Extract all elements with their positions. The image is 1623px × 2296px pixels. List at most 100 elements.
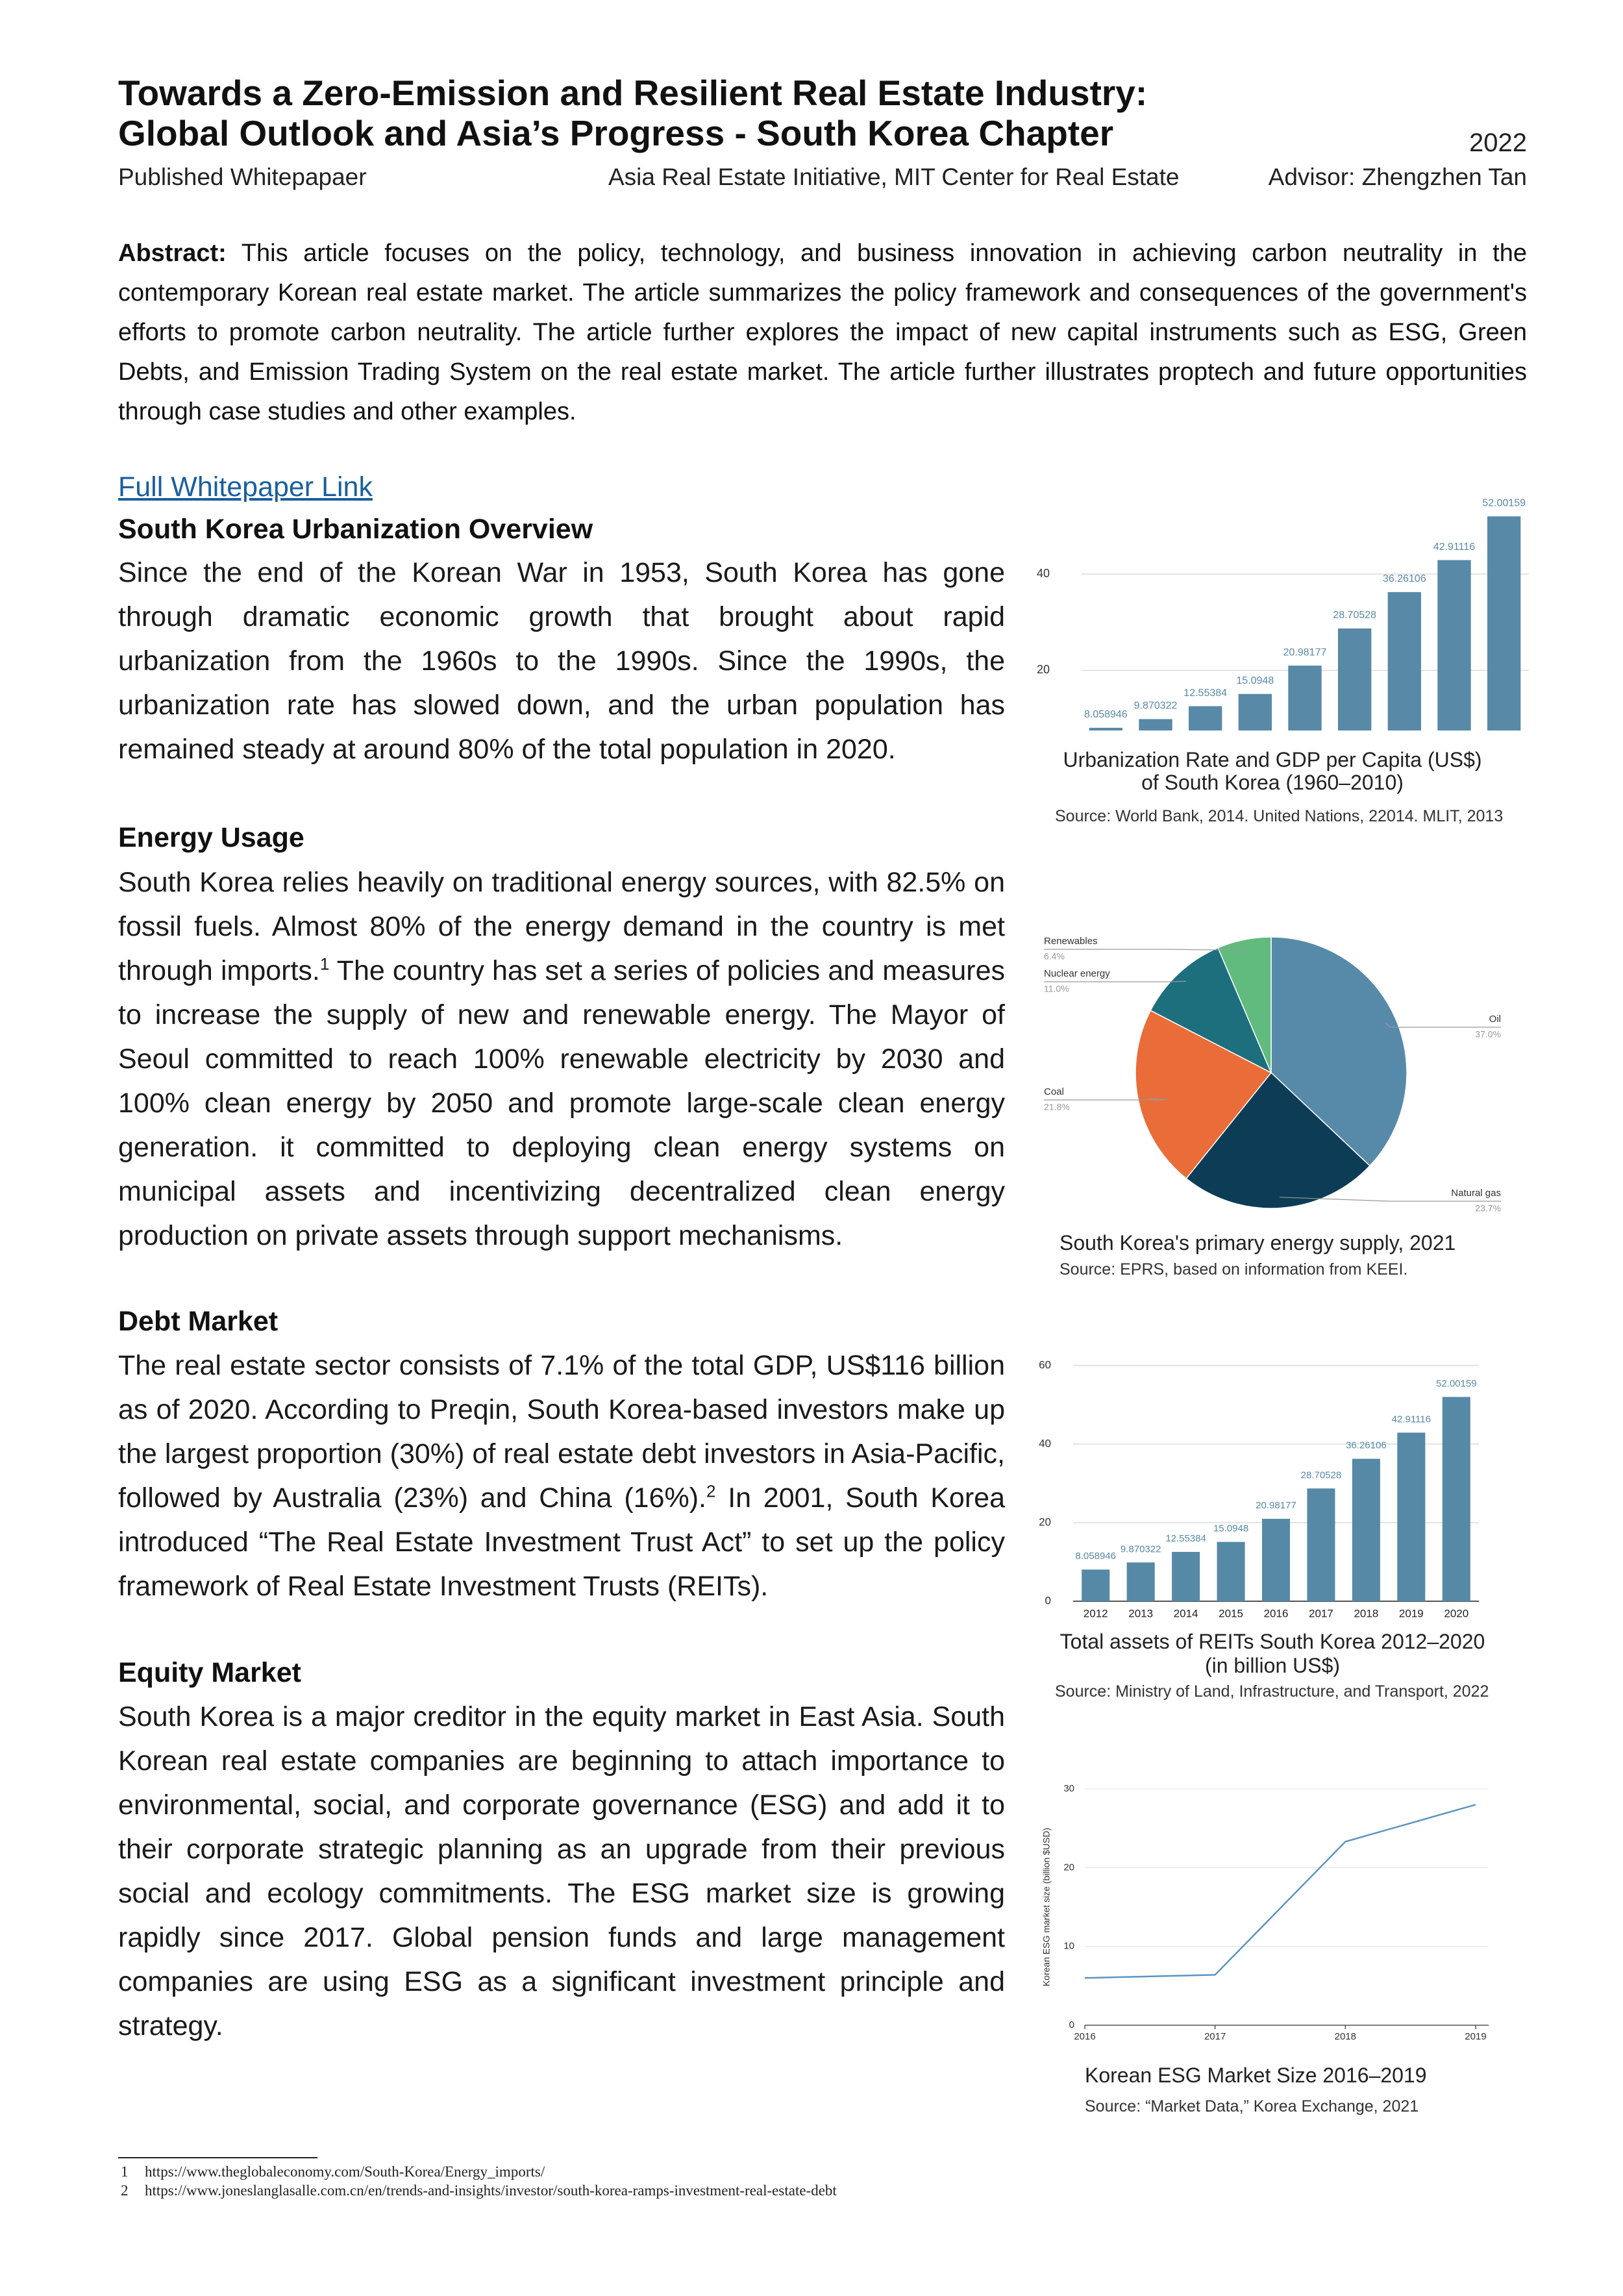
slice-label: Coal: [1044, 1086, 1064, 1097]
data-label: 20.98177: [1283, 647, 1327, 658]
y-tick-label: 60: [1039, 1358, 1051, 1371]
section-body: The real estate sector consists of 7.1% …: [118, 1343, 1005, 1608]
slice-value: 6.4%: [1044, 951, 1065, 962]
chart-title: of South Korea (1960–2010): [1141, 771, 1404, 794]
chart-title: Total assets of REITs South Korea 2012–2…: [1059, 1630, 1485, 1653]
data-label: 36.26106: [1383, 573, 1426, 584]
data-label: 20.98177: [1256, 1500, 1296, 1511]
slice-value: 11.0%: [1044, 984, 1069, 994]
footnote-url: https://www.joneslanglasalle.com.cn/en/t…: [145, 2182, 837, 2199]
data-label: 12.55384: [1165, 1533, 1206, 1544]
abstract: Abstract: This article focuses on the po…: [118, 234, 1527, 432]
chart: 0 10 20 30 2016 2017 2018 2019 Korean ESG market…: [1041, 1783, 1489, 2042]
data-label: 42.91116: [1433, 542, 1475, 553]
bar: [1337, 628, 1372, 730]
leader-line: [1044, 980, 1187, 982]
data-label: 9.870322: [1134, 701, 1178, 712]
slice-value: 23.7%: [1475, 1203, 1501, 1214]
bar: [1352, 1458, 1380, 1601]
section-body: Since the end of the Korean War in 1953,…: [118, 551, 1005, 771]
footnote-url: https://www.theglobaleconomy.com/South-K…: [145, 2164, 545, 2180]
chart-title: Urbanization Rate and GDP per Capita (US…: [1063, 748, 1482, 771]
bar: [1307, 1488, 1335, 1601]
year: 2022: [1469, 129, 1527, 157]
body-text: The real estate sector consists of 7.1% …: [118, 1350, 1005, 1514]
bar: [1397, 1432, 1426, 1601]
pie-slice: [1150, 947, 1272, 1074]
bar: [1442, 1397, 1470, 1601]
y-tick-label: 20: [1063, 1862, 1074, 1873]
section-heading: Energy Usage: [118, 822, 304, 853]
section-body: South Korea relies heavily on traditiona…: [118, 860, 1005, 1258]
y-tick-label: 40: [1037, 567, 1050, 580]
pie-slice: [1270, 936, 1407, 1167]
affiliation: Asia Real Estate Initiative, MIT Center …: [608, 164, 1180, 190]
x-tick-label: 2017: [1204, 2031, 1226, 2042]
data-label: 42.91116: [1392, 1414, 1431, 1425]
pie-slice: [1217, 936, 1272, 1073]
footnote-rule: [118, 2157, 317, 2158]
pie-slice: [1135, 1010, 1272, 1180]
slice-value: 37.0%: [1475, 1029, 1501, 1040]
bar: [1238, 693, 1272, 730]
chart-title: Korean ESG Market Size 2016–2019: [1085, 2064, 1427, 2087]
data-label: 12.55384: [1183, 688, 1227, 699]
section-heading: Debt Market: [118, 1306, 279, 1337]
data-label: 8.058946: [1075, 1551, 1116, 1562]
data-label: 52.00159: [1436, 1378, 1477, 1389]
section-heading: South Korea Urbanization Overview: [118, 514, 593, 545]
y-axis-label: Korean ESG market size (billion $USD): [1041, 1828, 1052, 1986]
leader-line: [1044, 1098, 1168, 1101]
slice-label: Renewables: [1044, 936, 1098, 947]
line-series: [1084, 1804, 1476, 1979]
x-tick-label: 2019: [1465, 2031, 1486, 2042]
chart: 0 20 40 60 8.058946 2012 9.870322 2013 12.55384 2…: [1039, 1358, 1479, 1619]
footnote-number: 2: [121, 2182, 129, 2199]
data-label: 52.00159: [1482, 497, 1526, 508]
bar: [1217, 1541, 1245, 1601]
leader-line: [1385, 1023, 1501, 1028]
body-text: South Korea relies heavily on traditiona…: [118, 867, 1005, 986]
y-tick-label: 40: [1039, 1437, 1051, 1449]
bar: [1387, 592, 1422, 730]
footnote-ref: 1: [319, 954, 330, 974]
body-text: The country has set a series of policies…: [118, 955, 1005, 1251]
bar: [1082, 1569, 1110, 1601]
x-tick-label: 2018: [1335, 2031, 1356, 2042]
section-body: South Korea is a major creditor in the e…: [118, 1695, 1005, 2048]
x-tick-label: 2018: [1354, 1607, 1378, 1619]
chart-source: Source: Ministry of Land, Infrastructure…: [1055, 1682, 1489, 1701]
bar: [1288, 666, 1322, 730]
chart-source: Source: “Market Data,” Korea Exchange, 2…: [1085, 2097, 1419, 2115]
x-tick-label: 2017: [1309, 1607, 1333, 1619]
bar: [1487, 516, 1521, 730]
bar: [1089, 727, 1123, 730]
leader-line: [1280, 1197, 1501, 1202]
whitepaper-link[interactable]: Full Whitepaper Link: [118, 471, 373, 503]
footnote-ref: 2: [706, 1481, 716, 1501]
y-tick-label: 20: [1037, 663, 1050, 676]
leader-line: [1044, 949, 1246, 951]
abstract-text: This article focuses on the policy, tech…: [118, 240, 1527, 425]
chart-title: South Korea's primary energy supply, 202…: [1059, 1231, 1456, 1254]
chart-title: (in billion US$): [1204, 1654, 1341, 1677]
y-tick-label: 20: [1039, 1516, 1051, 1528]
data-label: 36.26106: [1346, 1440, 1387, 1451]
data-label: 28.70528: [1301, 1469, 1342, 1480]
bar: [1126, 1562, 1155, 1601]
x-tick-label: 2015: [1219, 1607, 1243, 1619]
x-tick-label: 2014: [1174, 1607, 1198, 1619]
chart-source: Source: EPRS, based on information from …: [1059, 1260, 1408, 1279]
data-label: 15.0948: [1236, 675, 1274, 686]
title-line: Towards a Zero-Emission and Resilient Re…: [118, 73, 1148, 113]
chart: 20 40 8.058946 9.870322 12.55384 15.0948 20.98…: [1037, 497, 1529, 730]
x-tick-label: 2016: [1264, 1607, 1289, 1619]
x-tick-label: 2020: [1444, 1607, 1468, 1619]
footnote-number: 1: [121, 2164, 129, 2180]
pie-slice: [1185, 1071, 1371, 1209]
body-text: Since the end of the Korean War in 1953,…: [118, 557, 1005, 765]
section-heading: Equity Market: [118, 1657, 301, 1688]
data-label: 15.0948: [1213, 1523, 1248, 1534]
slice-value: 21.8%: [1044, 1102, 1070, 1112]
